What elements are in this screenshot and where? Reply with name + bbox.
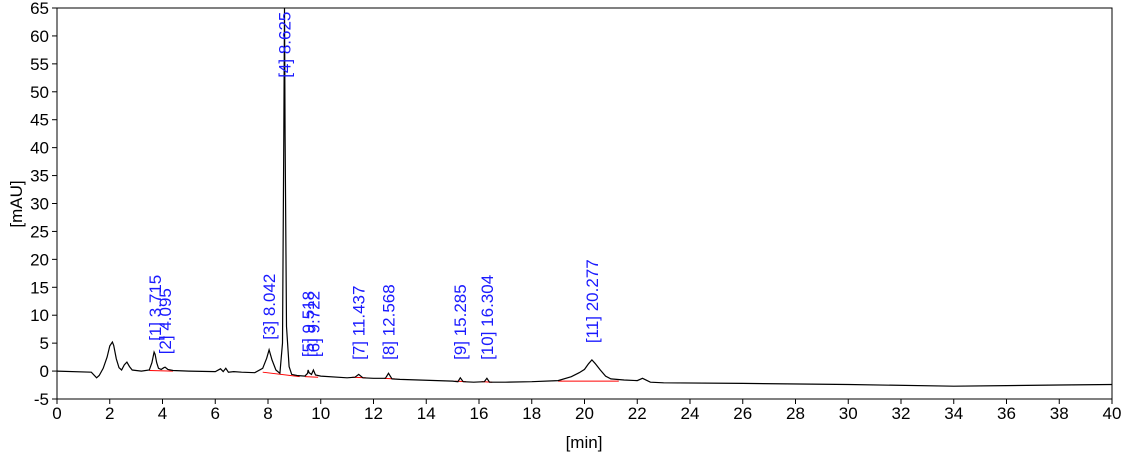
x-axis-title: [min]	[566, 433, 603, 452]
x-tick-label: 38	[1050, 404, 1069, 423]
x-tick-label: 40	[1103, 404, 1122, 423]
x-tick-label: 2	[105, 404, 114, 423]
peak-labels: [1] 3.715[2] 4.095 [3] 8.042 [4] 8.625 [5] …	[146, 12, 602, 360]
y-tick-label: 30	[30, 195, 49, 214]
y-tick-label: 25	[30, 222, 49, 241]
y-axis-title: [mAU]	[7, 180, 26, 227]
y-tick-label: 55	[30, 55, 49, 74]
y-tick-label: -5	[34, 390, 49, 409]
y-tick-label: 45	[30, 111, 49, 130]
baseline-segment	[149, 370, 174, 372]
x-tick-label: 26	[733, 404, 752, 423]
peak-label: [8] 12.568	[380, 284, 399, 360]
x-tick-label: 36	[997, 404, 1016, 423]
x-tick-label: 22	[628, 404, 647, 423]
x-tick-label: 24	[681, 404, 700, 423]
y-tick-label: 20	[30, 250, 49, 269]
peak-label: [5] 9.518	[299, 291, 318, 357]
baseline-segment	[304, 376, 319, 378]
x-tick-label: 20	[575, 404, 594, 423]
x-axis: 0 2 4 6 8 10 12 14 16 18 20 22 24 26 28 30 32 34 36 38 40	[52, 399, 1121, 423]
x-tick-label: 4	[158, 404, 167, 423]
baseline-segment	[262, 371, 300, 378]
x-tick-label: 0	[52, 404, 61, 423]
y-tick-label: 50	[30, 83, 49, 102]
x-tick-label: 8	[263, 404, 272, 423]
peak-label: [9] 15.285	[451, 284, 470, 360]
peak-label: [1] 3.715	[146, 275, 165, 341]
y-tick-label: 15	[30, 278, 49, 297]
peak-label: [3] 8.042	[260, 274, 279, 340]
peak-label: [4] 8.625	[276, 12, 295, 78]
y-tick-label: 5	[40, 334, 49, 353]
y-tick-label: 40	[30, 139, 49, 158]
x-tick-label: 30	[839, 404, 858, 423]
x-tick-label: 32	[892, 404, 911, 423]
x-tick-label: 28	[786, 404, 805, 423]
peak-label: [6] 9.722	[304, 291, 323, 357]
y-tick-label: 10	[30, 306, 49, 325]
x-tick-label: 10	[311, 404, 330, 423]
chromatogram-trace	[56, 7, 1113, 387]
peak-label: [10] 16.304	[478, 275, 497, 360]
y-tick-label: 60	[30, 27, 49, 46]
x-tick-label: 14	[417, 404, 436, 423]
y-tick-label: 35	[30, 167, 49, 186]
x-tick-label: 12	[364, 404, 383, 423]
y-axis: -5 0 5 10 15 20 25 30 35 40 45 50 55 60 65	[30, 0, 57, 409]
x-tick-label: 16	[470, 404, 489, 423]
y-tick-label: 0	[40, 362, 49, 381]
x-tick-label: 34	[944, 404, 963, 423]
peak-label: [11] 20.277	[583, 259, 602, 343]
x-tick-label: 18	[522, 404, 541, 423]
y-tick-label: 65	[30, 0, 49, 18]
peak-label: [2] 4.095	[156, 288, 175, 354]
peak-label: [7] 11.437	[350, 286, 369, 360]
x-tick-label: 6	[211, 404, 220, 423]
